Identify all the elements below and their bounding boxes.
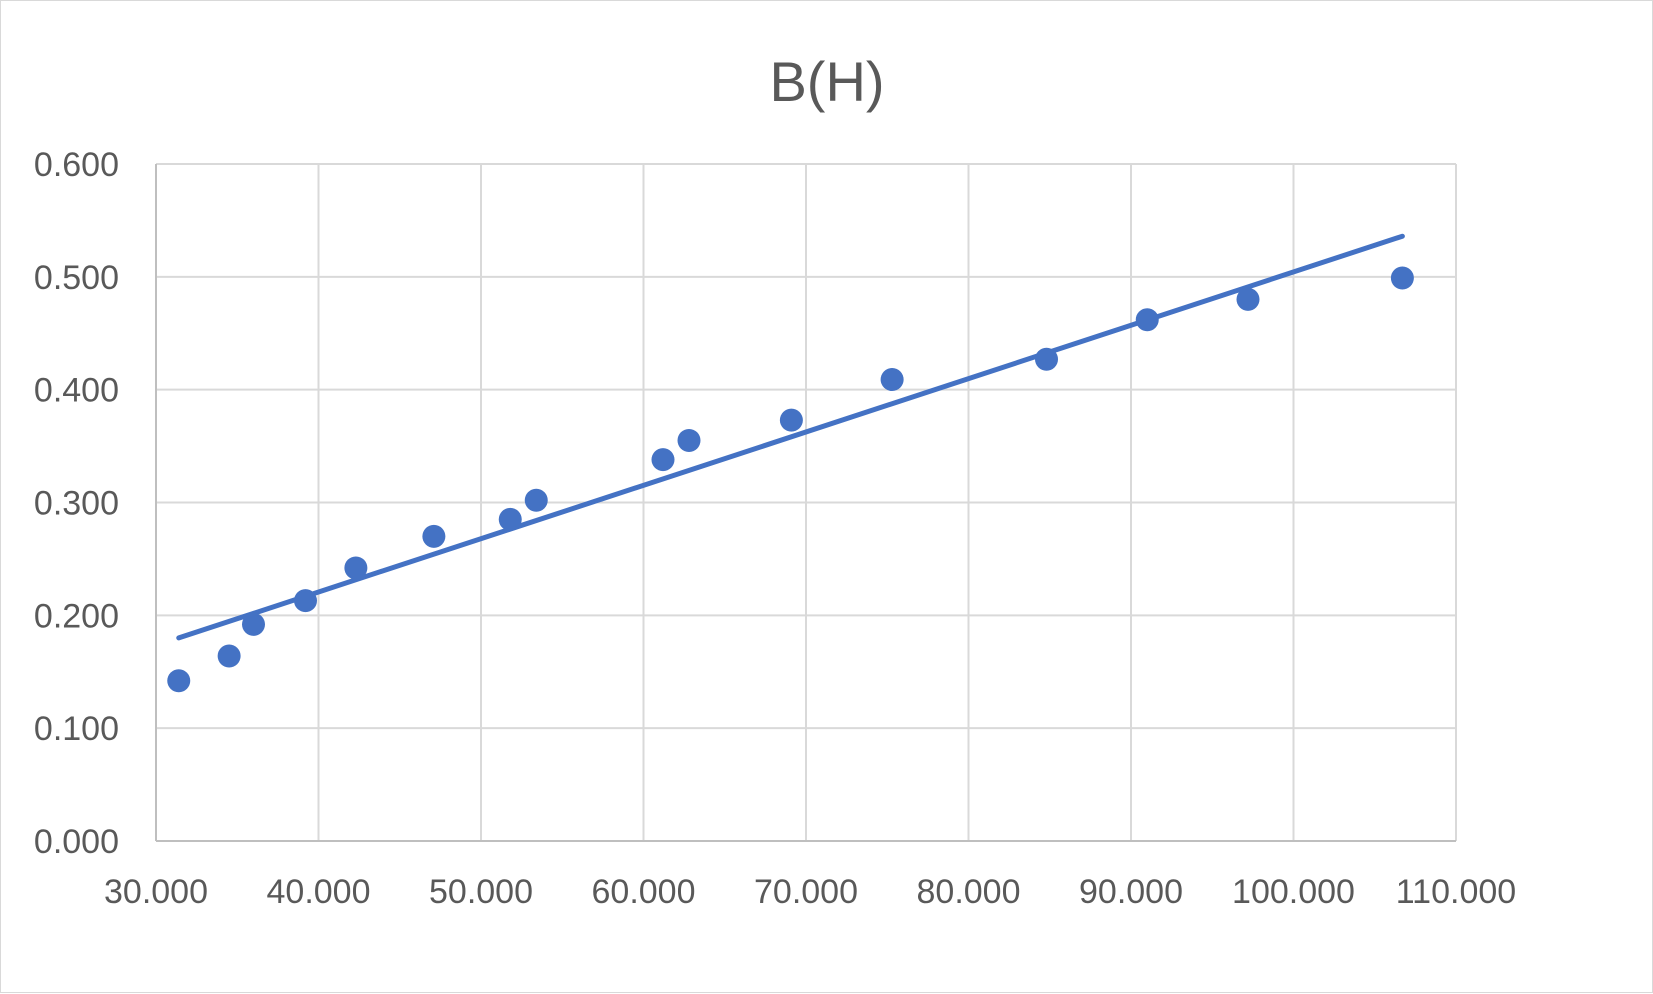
x-tick-label: 40.000 — [267, 873, 371, 911]
x-tick-label: 100.000 — [1232, 873, 1355, 911]
data-point — [242, 612, 265, 636]
tick-layer: 0.000 0.100 0.200 0.300 0.400 0.500 0.600 30.00… — [34, 146, 1516, 911]
data-point — [677, 428, 701, 452]
y-tick-label: 0.600 — [34, 146, 119, 184]
x-tick-label: 60.000 — [592, 873, 696, 911]
y-tick-label: 0.000 — [34, 823, 119, 861]
x-tick-label: 80.000 — [917, 873, 1021, 911]
y-tick-label: 0.200 — [34, 597, 119, 635]
trend-layer — [176, 233, 1405, 641]
axis-layer — [155, 164, 1456, 842]
y-tick-label: 0.300 — [34, 485, 119, 523]
data-point — [1236, 287, 1260, 311]
data-point — [422, 524, 446, 548]
grid-layer — [156, 163, 1457, 841]
data-point — [779, 408, 803, 432]
data-point — [651, 448, 675, 472]
trendline — [176, 233, 1405, 641]
x-tick-label: 30.000 — [104, 873, 208, 911]
x-tick-label: 50.000 — [429, 873, 533, 911]
point-layer — [167, 266, 1414, 693]
data-point — [294, 589, 317, 613]
data-point — [167, 669, 191, 693]
y-tick-label: 0.400 — [34, 372, 119, 410]
data-point — [524, 488, 548, 512]
data-point — [217, 644, 241, 668]
y-tick-label: 0.500 — [34, 259, 119, 297]
data-point — [880, 368, 904, 392]
y-tick-label: 0.100 — [34, 710, 119, 748]
x-tick-label: 110.000 — [1396, 873, 1516, 911]
data-point — [1390, 266, 1414, 290]
data-point — [344, 556, 368, 580]
x-tick-label: 70.000 — [754, 873, 858, 911]
data-point — [1135, 308, 1159, 332]
chart-title: B(H) — [769, 50, 884, 113]
data-point — [1035, 347, 1058, 371]
x-tick-label: 90.000 — [1079, 873, 1183, 911]
data-point — [498, 507, 522, 531]
